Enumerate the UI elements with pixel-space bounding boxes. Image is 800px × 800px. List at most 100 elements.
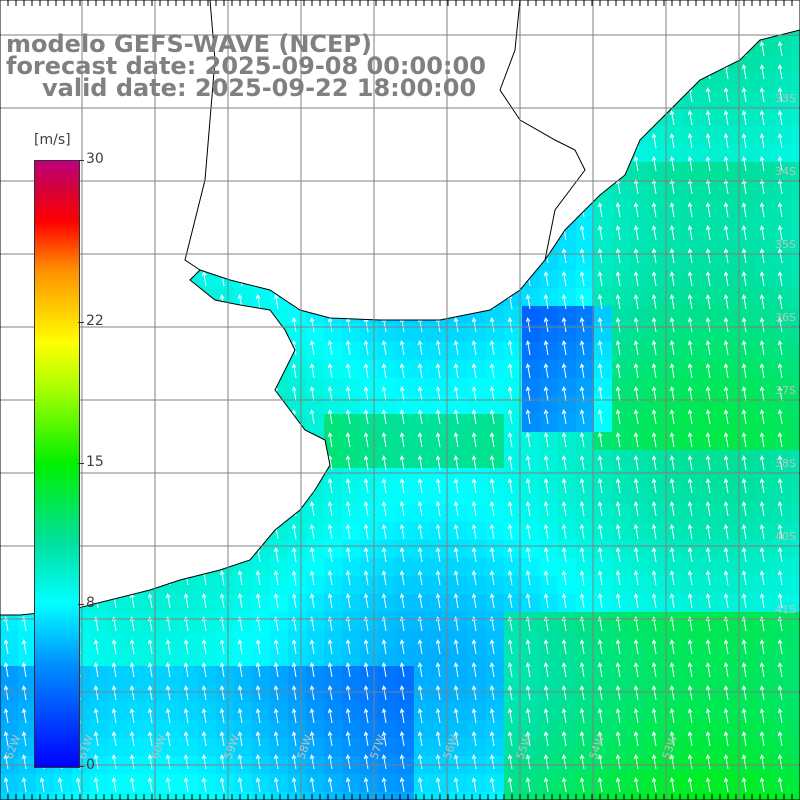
wind-cell: [378, 468, 396, 486]
wind-cell: [216, 738, 234, 756]
wind-cell: [162, 702, 180, 720]
wind-arrow: [525, 432, 531, 448]
wind-cell: [648, 702, 666, 720]
wind-cell: [378, 522, 396, 540]
wind-arrow: [579, 524, 585, 540]
wind-cell: [648, 306, 666, 324]
wind-arrow: [201, 639, 207, 655]
wind-arrow: [597, 432, 603, 448]
wind-cell: [252, 630, 270, 648]
wind-arrow: [705, 340, 711, 356]
wind-cell: [756, 378, 774, 396]
wind-cell: [684, 324, 702, 342]
wind-arrow: [777, 294, 783, 310]
wind-arrow: [327, 478, 333, 494]
wind-cell: [324, 540, 342, 558]
wind-arrow: [93, 639, 99, 655]
wind-arrow: [633, 731, 639, 747]
wind-cell: [648, 612, 666, 630]
wind-cell: [648, 144, 666, 162]
wind-arrow: [453, 731, 459, 747]
wind-cell: [630, 360, 648, 378]
wind-cell: [288, 612, 306, 630]
wind-arrow: [777, 225, 783, 241]
wind-cell: [684, 738, 702, 756]
wind-arrow: [399, 386, 405, 402]
wind-arrow: [345, 662, 351, 678]
wind-arrow: [633, 777, 639, 793]
wind-arrow: [327, 593, 333, 609]
wind-cell: [756, 234, 774, 252]
wind-cell: [792, 162, 800, 180]
wind-arrow: [507, 524, 513, 540]
wind-cell: [360, 468, 378, 486]
wind-arrow: [651, 432, 657, 448]
wind-arrow: [561, 547, 567, 563]
wind-arrow: [633, 386, 639, 402]
wind-arrow: [669, 685, 675, 701]
wind-arrow: [183, 685, 189, 701]
wind-arrow: [363, 662, 369, 678]
wind-cell: [270, 702, 288, 720]
wind-arrow: [453, 455, 459, 471]
wind-cell: [324, 792, 342, 800]
wind-cell: [738, 162, 756, 180]
wind-cell: [234, 684, 252, 702]
wind-cell: [540, 324, 558, 342]
wind-arrow: [93, 731, 99, 747]
wind-arrow: [417, 754, 423, 770]
wind-cell: [270, 648, 288, 666]
wind-arrow: [561, 386, 567, 402]
colorbar-tick-mark: [78, 604, 84, 606]
wind-cell: [720, 198, 738, 216]
wind-arrow: [723, 179, 729, 195]
wind-arrow: [363, 777, 369, 793]
wind-cell: [486, 378, 504, 396]
wind-cell: [738, 342, 756, 360]
wind-arrow: [651, 317, 657, 333]
wind-arrow: [669, 248, 675, 264]
wind-cell: [342, 342, 360, 360]
wind-cell: [504, 432, 522, 450]
wind-cell: [738, 612, 756, 630]
wind-cell: [576, 504, 594, 522]
wind-arrow: [417, 593, 423, 609]
wind-cell: [0, 648, 18, 666]
wind-cell: [630, 774, 648, 792]
wind-arrow: [633, 639, 639, 655]
wind-cell: [630, 162, 648, 180]
wind-cell: [216, 612, 234, 630]
wind-cell: [540, 504, 558, 522]
wind-cell: [738, 594, 756, 612]
wind-cell: [504, 468, 522, 486]
wind-arrow: [327, 363, 333, 379]
wind-cell: [612, 360, 630, 378]
wind-cell: [792, 702, 800, 720]
wind-cell: [594, 540, 612, 558]
wind-cell: [648, 216, 666, 234]
wind-arrow: [381, 570, 387, 586]
wind-arrow: [651, 639, 657, 655]
wind-cell: [144, 792, 162, 800]
wind-cell: [414, 702, 432, 720]
wind-cell: [396, 432, 414, 450]
wind-cell: [702, 648, 720, 666]
wind-cell: [594, 342, 612, 360]
wind-cell: [414, 720, 432, 738]
wind-arrow: [435, 754, 441, 770]
wind-cell: [234, 612, 252, 630]
wind-arrow: [777, 179, 783, 195]
wind-cell: [666, 594, 684, 612]
wind-cell: [504, 612, 522, 630]
wind-arrow: [237, 593, 243, 609]
wind-arrow: [471, 501, 477, 517]
wind-cell: [378, 414, 396, 432]
wind-arrow: [471, 639, 477, 655]
wind-cell: [720, 684, 738, 702]
wind-arrow: [453, 432, 459, 448]
wind-arrow: [597, 455, 603, 471]
wind-cell: [720, 378, 738, 396]
wind-cell: [738, 468, 756, 486]
wind-arrow: [489, 317, 495, 333]
wind-arrow: [741, 248, 747, 264]
